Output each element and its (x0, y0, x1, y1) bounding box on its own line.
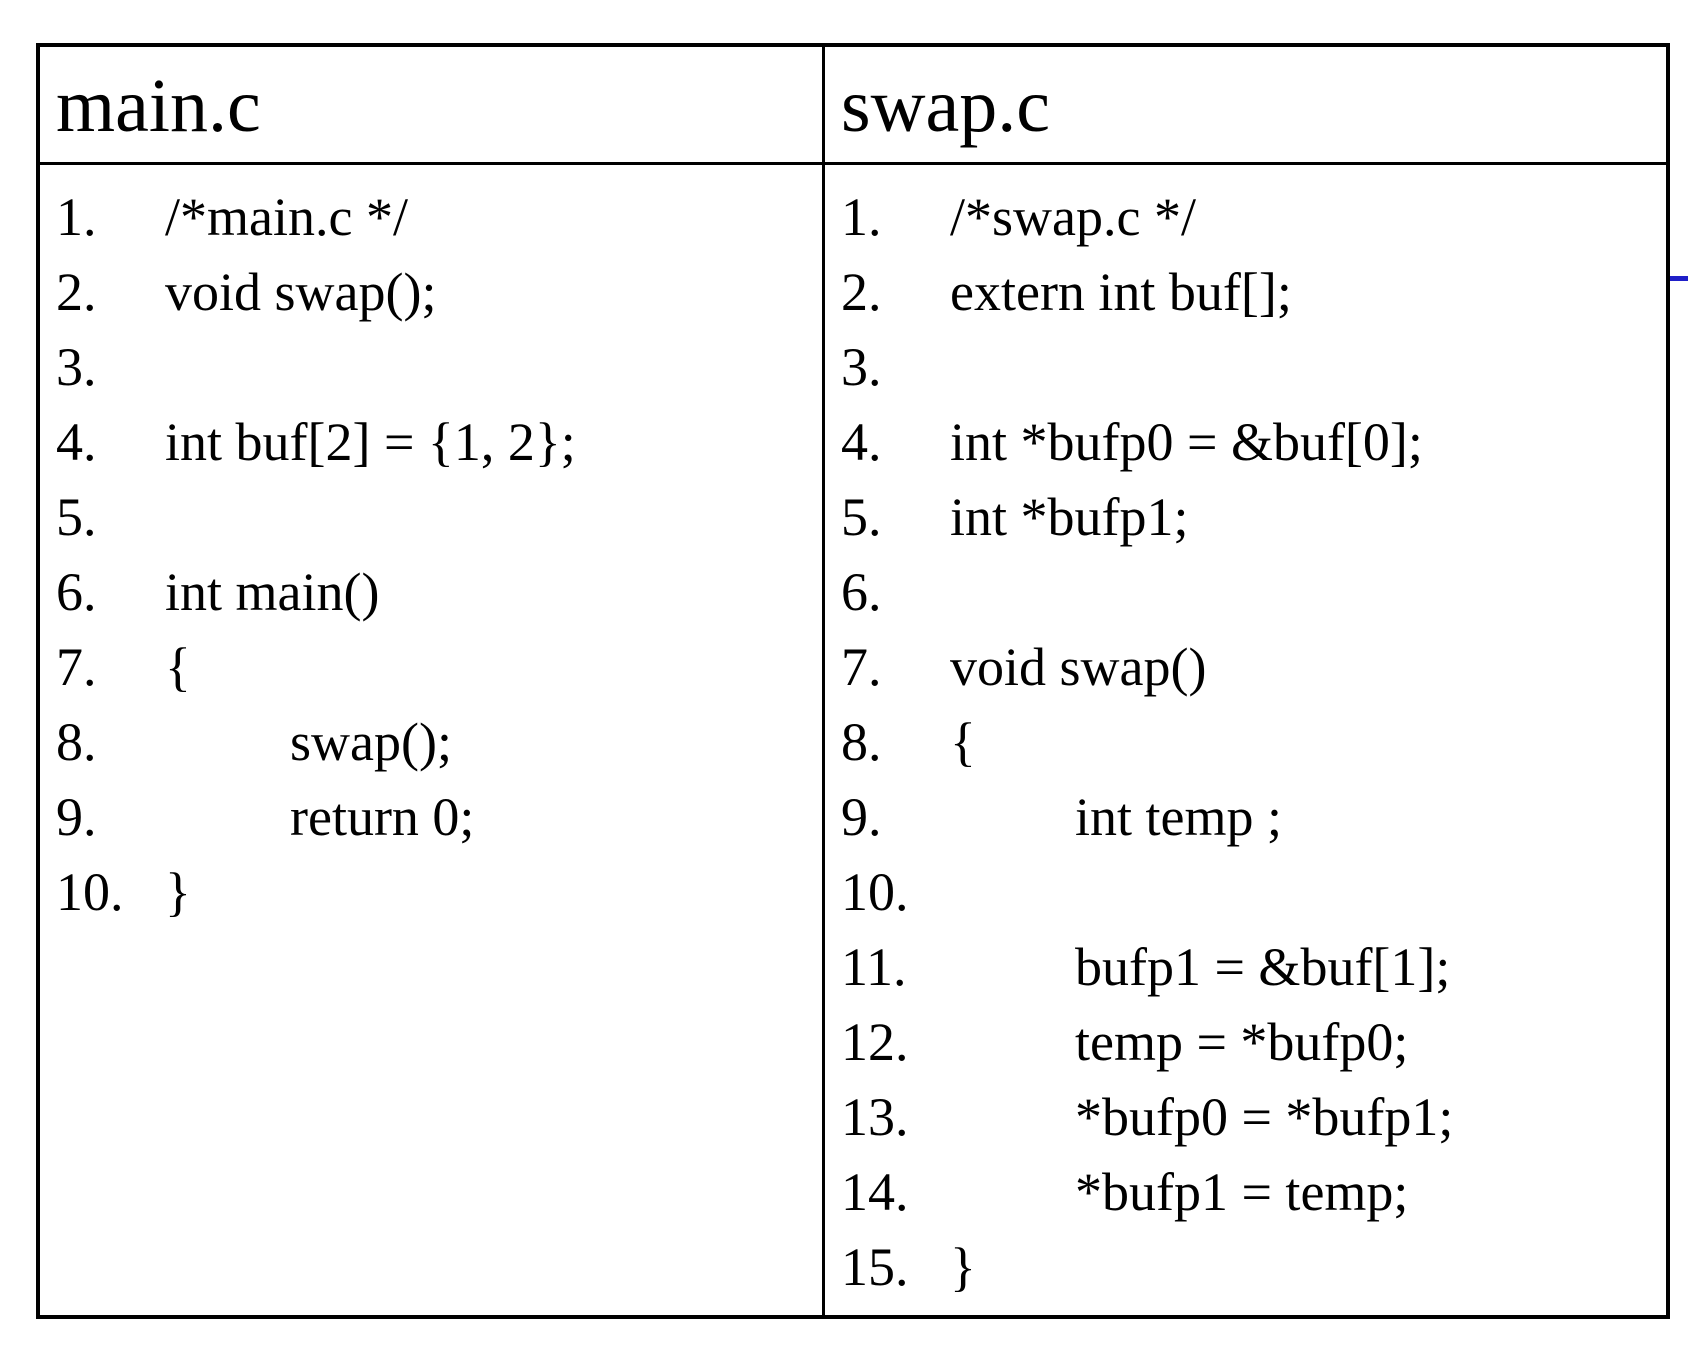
line-number: 2. (56, 262, 97, 322)
line-number: 5. (56, 487, 97, 547)
code-line: 7. void swap() (825, 630, 1666, 705)
line-code: int temp ; (1075, 787, 1282, 847)
line-number: 11. (841, 937, 907, 997)
line-number: 8. (841, 712, 882, 772)
line-code: void swap() (950, 637, 1207, 697)
line-number: 1. (56, 187, 97, 247)
line-code: return 0; (290, 787, 475, 847)
code-line: 15.} (825, 1230, 1666, 1305)
code-line: 1. /*swap.c */ (825, 180, 1666, 255)
line-code: int buf[2] = {1, 2}; (165, 412, 576, 472)
line-code: bufp1 = &buf[1]; (1075, 937, 1451, 997)
code-comparison-table: main.c 1. /*main.c */ 2. void swap(); 3. 4. in… (36, 43, 1670, 1319)
code-line: 8. swap(); (40, 705, 822, 780)
line-number: 8. (56, 712, 97, 772)
line-number: 10. (56, 862, 124, 922)
line-number: 6. (841, 562, 882, 622)
swap-c-header: swap.c (825, 47, 1666, 165)
swap-c-code-lines: 1. /*swap.c */ 2. extern int buf[]; 3. 4. int … (825, 165, 1666, 1305)
line-code: int *bufp1; (950, 487, 1189, 547)
line-code: *bufp0 = *bufp1; (1075, 1087, 1454, 1147)
code-line: 2. void swap(); (40, 255, 822, 330)
line-number: 14. (841, 1162, 909, 1222)
line-code: int *bufp0 = &buf[0]; (950, 412, 1423, 472)
line-code: } (165, 862, 191, 922)
code-line: 5. int *bufp1; (825, 480, 1666, 555)
line-code: /*swap.c */ (950, 187, 1196, 247)
line-code: { (165, 637, 191, 697)
code-line: 10. (825, 855, 1666, 930)
line-code: } (950, 1237, 976, 1297)
line-code: swap(); (290, 712, 452, 772)
code-line: 13. *bufp0 = *bufp1; (825, 1080, 1666, 1155)
line-code: /*main.c */ (165, 187, 408, 247)
code-line: 12. temp = *bufp0; (825, 1005, 1666, 1080)
code-line: 14. *bufp1 = temp; (825, 1155, 1666, 1230)
code-line: 3. (40, 330, 822, 405)
code-line: 4. int *bufp0 = &buf[0]; (825, 405, 1666, 480)
line-code: int main() (165, 562, 380, 622)
line-number: 3. (841, 337, 882, 397)
line-number: 5. (841, 487, 882, 547)
line-number: 4. (841, 412, 882, 472)
line-code: { (950, 712, 976, 772)
line-number: 9. (56, 787, 97, 847)
code-line: 6. (825, 555, 1666, 630)
line-number: 13. (841, 1087, 909, 1147)
line-code: temp = *bufp0; (1075, 1012, 1409, 1072)
line-number: 9. (841, 787, 882, 847)
line-number: 2. (841, 262, 882, 322)
code-line: 9. return 0; (40, 780, 822, 855)
line-number: 6. (56, 562, 97, 622)
code-line: 2. extern int buf[]; (825, 255, 1666, 330)
code-line: 9. int temp ; (825, 780, 1666, 855)
line-number: 4. (56, 412, 97, 472)
line-number: 7. (56, 637, 97, 697)
line-number: 1. (841, 187, 882, 247)
line-number: 7. (841, 637, 882, 697)
main-c-code-lines: 1. /*main.c */ 2. void swap(); 3. 4. int buf[2… (40, 165, 822, 930)
code-line: 10.} (40, 855, 822, 930)
line-number: 15. (841, 1237, 909, 1297)
slide-edge-mark (1670, 276, 1688, 281)
code-line: 3. (825, 330, 1666, 405)
main-c-header: main.c (40, 47, 822, 165)
code-line: 11. bufp1 = &buf[1]; (825, 930, 1666, 1005)
line-number: 10. (841, 862, 909, 922)
code-line: 7. { (40, 630, 822, 705)
line-code: *bufp1 = temp; (1075, 1162, 1409, 1222)
code-line: 1. /*main.c */ (40, 180, 822, 255)
code-line: 5. (40, 480, 822, 555)
line-code: extern int buf[]; (950, 262, 1292, 322)
main-c-column: main.c 1. /*main.c */ 2. void swap(); 3. 4. in… (40, 47, 825, 1315)
line-number: 12. (841, 1012, 909, 1072)
line-number: 3. (56, 337, 97, 397)
code-line: 8. { (825, 705, 1666, 780)
code-line: 4. int buf[2] = {1, 2}; (40, 405, 822, 480)
swap-c-column: swap.c 1. /*swap.c */ 2. extern int buf[]; 3… (825, 47, 1666, 1315)
code-line: 6. int main() (40, 555, 822, 630)
line-code: void swap(); (165, 262, 437, 322)
